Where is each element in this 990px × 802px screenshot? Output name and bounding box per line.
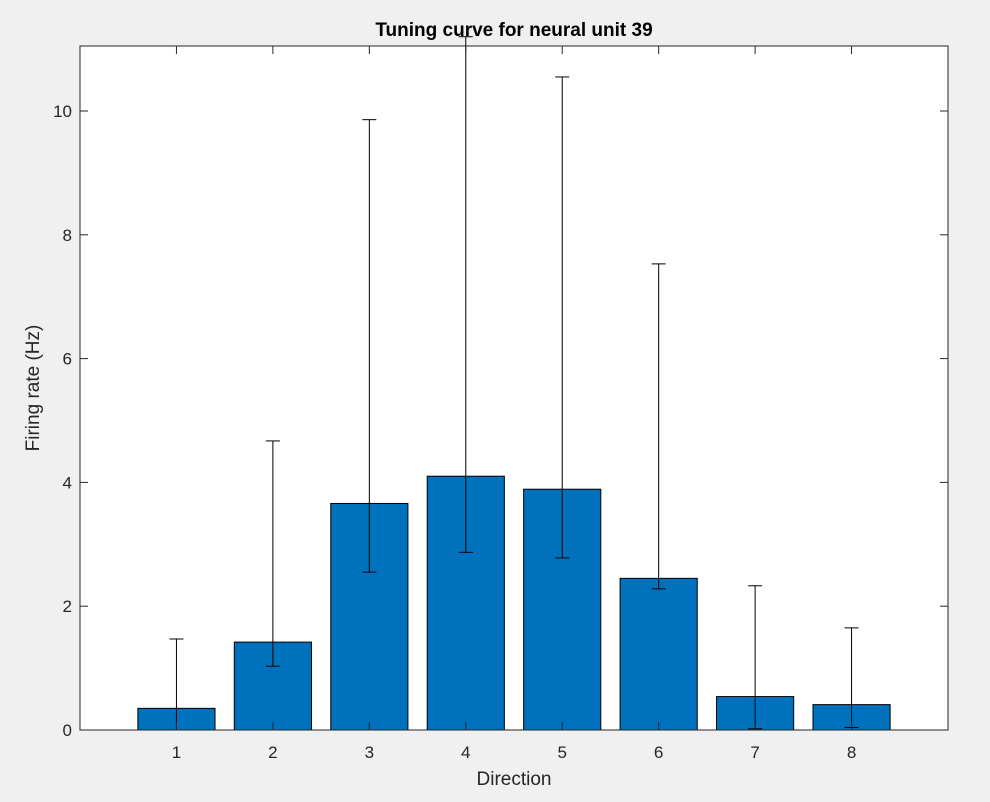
y-tick-label: 0 xyxy=(63,721,72,740)
x-tick-label: 5 xyxy=(557,743,566,762)
x-axis: 1 2 3 4 5 6 7 8 xyxy=(172,46,856,762)
y-axis: 0 2 4 6 8 10 xyxy=(53,102,948,740)
error-bar-3 xyxy=(362,119,377,573)
error-bar-5 xyxy=(555,76,570,559)
axes-background xyxy=(80,46,948,730)
error-bar-6 xyxy=(651,263,666,590)
x-tick-label: 8 xyxy=(847,743,856,762)
y-tick-label: 2 xyxy=(63,597,72,616)
x-tick-label: 3 xyxy=(365,743,374,762)
error-bar-2 xyxy=(265,440,280,667)
x-axis-label: Direction xyxy=(477,769,552,790)
y-tick-label: 10 xyxy=(53,102,72,121)
x-tick-label: 1 xyxy=(172,743,181,762)
error-bar-4 xyxy=(458,36,473,553)
y-axis-label: Firing rate (Hz) xyxy=(23,325,44,452)
x-tick-label: 6 xyxy=(654,743,663,762)
chart-title: Tuning curve for neural unit 39 xyxy=(375,20,652,41)
error-bars xyxy=(169,36,859,731)
axes-box xyxy=(79,45,949,731)
x-tick-label: 2 xyxy=(268,743,277,762)
x-tick-label: 4 xyxy=(461,743,470,762)
y-tick-label: 8 xyxy=(63,226,72,245)
y-tick-label: 6 xyxy=(63,350,72,369)
bar-6 xyxy=(619,577,698,731)
y-tick-label: 4 xyxy=(63,473,72,492)
x-tick-label: 7 xyxy=(750,743,759,762)
